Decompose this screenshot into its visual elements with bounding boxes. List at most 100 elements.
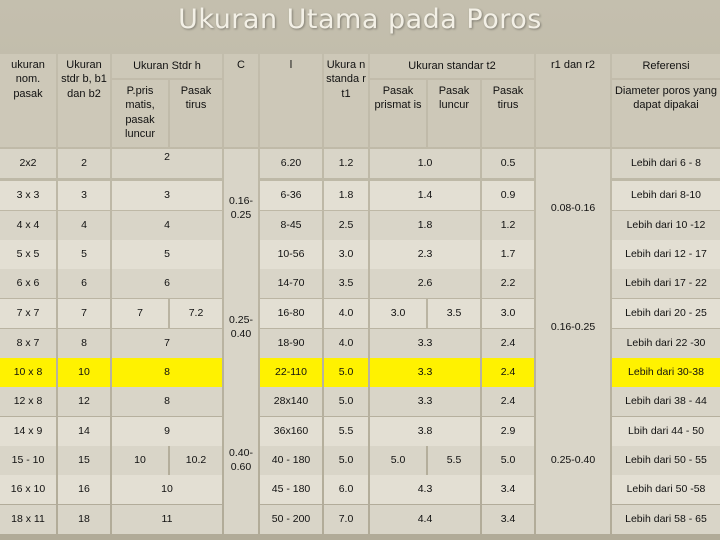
cell-height-h: 7: [112, 329, 222, 358]
cell-length-l: 6-36: [260, 181, 322, 210]
cell-length-l: 8-45: [260, 211, 322, 240]
cell-t1: 4.0: [324, 329, 368, 358]
cell-t2: 3.3: [370, 329, 480, 358]
cell-nominal-size: 16 x 10: [0, 475, 56, 504]
cell-length-l: 22-110: [260, 358, 322, 387]
cell-height-h: 8: [112, 358, 222, 387]
cell-length-l: 16-80: [260, 299, 322, 328]
cell-t2-tirus: 2.4: [482, 358, 534, 387]
cell-reference: Lebih dari 12 - 17: [612, 240, 720, 269]
cell-t1: 6.0: [324, 475, 368, 504]
cell-length-l: 10-56: [260, 240, 322, 269]
cell-h-prismatis: 7: [112, 299, 168, 328]
cell-height-h: 5: [112, 240, 222, 269]
cell-chamfer-c: 0.16-0.25: [224, 149, 258, 269]
cell-reference: Lebih dari 50 - 55: [612, 446, 720, 475]
cell-radius-r: 0.25-0.40: [536, 387, 610, 534]
cell-chamfer-c: 0.40-0.60: [224, 387, 258, 534]
header-height-h: Ukuran Stdr h: [112, 54, 222, 78]
cell-reference: Lebih dari 20 - 25: [612, 299, 720, 328]
cell-t2-tirus: 3.4: [482, 505, 534, 534]
cell-t2-tirus: 2.4: [482, 387, 534, 416]
cell-t1: 1.2: [324, 149, 368, 178]
header-chamfer-c: C: [224, 54, 258, 147]
cell-t2-tirus: 2.2: [482, 269, 534, 298]
cell-t2-tirus: 5.0: [482, 446, 534, 475]
cell-t1: 5.0: [324, 387, 368, 416]
cell-t1: 5.0: [324, 446, 368, 475]
cell-reference: Lbih dari 44 - 50: [612, 417, 720, 446]
header-nominal-size: ukuran nom. pasak: [0, 54, 56, 147]
cell-t2: 4.4: [370, 505, 480, 534]
cell-nominal-size: 2x2: [0, 149, 56, 178]
cell-t1: 3.5: [324, 269, 368, 298]
cell-height-h: 3: [112, 181, 222, 210]
cell-t2-tirus: 2.9: [482, 417, 534, 446]
cell-reference: Lebih dari 58 - 65: [612, 505, 720, 534]
header-shaft-diameter: Diameter poros yang dapat dipakai: [612, 80, 720, 147]
cell-t2-tirus: 3.4: [482, 475, 534, 504]
cell-width-b: 12: [58, 387, 110, 416]
header-width-b: Ukuran stdr b, b1 dan b2: [58, 54, 110, 147]
cell-reference: Lebih dari 38 - 44: [612, 387, 720, 416]
cell-width-b: 10: [58, 358, 110, 387]
cell-length-l: 14-70: [260, 269, 322, 298]
cell-t2-tirus: 0.9: [482, 181, 534, 210]
header-radius-r: r1 dan r2: [536, 54, 610, 147]
cell-nominal-size: 12 x 8: [0, 387, 56, 416]
cell-reference: Lebih dari 10 -12: [612, 211, 720, 240]
cell-width-b: 7: [58, 299, 110, 328]
cell-t2-prismatis: 3.0: [370, 299, 426, 328]
cell-h-tirus: 7.2: [170, 299, 222, 328]
cell-t1: 3.0: [324, 240, 368, 269]
cell-length-l: 36x160: [260, 417, 322, 446]
cell-t2-tirus: 3.0: [482, 299, 534, 328]
cell-t2: 2.3: [370, 240, 480, 269]
cell-width-b: 4: [58, 211, 110, 240]
cell-height-h: 8: [112, 387, 222, 416]
cell-nominal-size: 14 x 9: [0, 417, 56, 446]
cell-reference: Lebih dari 8-10: [612, 181, 720, 210]
header-reference: Referensi: [612, 54, 720, 78]
cell-radius-r: 0.16-0.25: [536, 269, 610, 387]
cell-t1: 1.8: [324, 181, 368, 210]
cell-nominal-size: 18 x 11: [0, 505, 56, 534]
cell-height-h: 10: [112, 475, 222, 504]
header-h-tirus: Pasak tirus: [170, 80, 222, 147]
cell-t2: 3.8: [370, 417, 480, 446]
cell-reference: Lebih dari 17 - 22: [612, 269, 720, 298]
header-t2-tirus: Pasak tirus: [482, 80, 534, 147]
cell-width-b: 8: [58, 329, 110, 358]
cell-length-l: 28x140: [260, 387, 322, 416]
cell-nominal-size: 7 x 7: [0, 299, 56, 328]
cell-t1: 4.0: [324, 299, 368, 328]
cell-t1: 5.5: [324, 417, 368, 446]
header-t2-prismatis: Pasak prismat is: [370, 80, 426, 147]
cell-width-b: 5: [58, 240, 110, 269]
cell-nominal-size: 3 x 3: [0, 181, 56, 210]
cell-t2: 3.3: [370, 387, 480, 416]
cell-reference: Lebih dari 22 -30: [612, 329, 720, 358]
cell-height-h: 4: [112, 211, 222, 240]
cell-length-l: 50 - 200: [260, 505, 322, 534]
cell-t2: 1.0: [370, 149, 480, 178]
cell-t2-tirus: 2.4: [482, 329, 534, 358]
page-title: Ukuran Utama pada Poros: [178, 4, 542, 35]
cell-t2-tirus: 1.7: [482, 240, 534, 269]
cell-nominal-size: 6 x 6: [0, 269, 56, 298]
cell-radius-r: 0.08-0.16: [536, 149, 610, 269]
cell-t2: 2.6: [370, 269, 480, 298]
header-t2: Ukuran standar t2: [370, 54, 534, 78]
cell-width-b: 16: [58, 475, 110, 504]
cell-width-b: 3: [58, 181, 110, 210]
cell-length-l: 45 - 180: [260, 475, 322, 504]
header-t2-luncur: Pasak luncur: [428, 80, 480, 147]
cell-h-prismatis: 10: [112, 446, 168, 475]
cell-width-b: 15: [58, 446, 110, 475]
cell-t2: 3.3: [370, 358, 480, 387]
cell-length-l: 40 - 180: [260, 446, 322, 475]
cell-nominal-size: 15 - 10: [0, 446, 56, 475]
cell-length-l: 18-90: [260, 329, 322, 358]
cell-t2-luncur: 3.5: [428, 299, 480, 328]
